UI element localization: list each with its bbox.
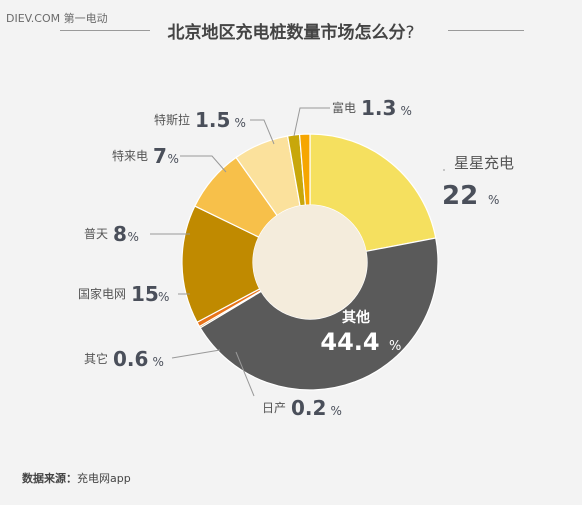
chart-title-text: 北京地区充电桩数量市场怎么分: [167, 23, 406, 43]
data-source-label: 数据来源：: [22, 472, 77, 485]
title-rule-left: [60, 30, 150, 31]
slice-unit-7: %: [235, 116, 246, 130]
chart-title-suffix: ?: [405, 23, 415, 43]
slice-label-1: 其他: [342, 309, 370, 326]
slice-unit-5: %: [128, 230, 139, 244]
slice-label-2: 日产: [262, 401, 286, 415]
slice-value-1: 44.4: [320, 328, 379, 356]
data-source-value: 充电网app: [77, 472, 131, 485]
slice-unit-3: %: [153, 355, 164, 369]
slice-value-2: 0.2: [291, 396, 326, 420]
slice-label-7: 特斯拉: [154, 112, 190, 127]
leader-line-2: [235, 351, 255, 397]
slice-unit-8: %: [401, 104, 412, 118]
slice-unit-2: %: [331, 404, 342, 418]
donut-center: [253, 205, 367, 319]
slice-label-3: 其它: [84, 351, 108, 366]
leader-line-3: [171, 349, 221, 359]
slice-label-6: 特来电: [112, 148, 148, 163]
leader-line-7: [250, 119, 275, 145]
slice-value-8: 1.3: [361, 96, 396, 120]
slice-value-7: 1.5: [195, 108, 230, 132]
slice-label-4: 国家电网: [78, 286, 126, 301]
data-source: 数据来源：充电网app: [22, 470, 131, 486]
slice-unit-1: %: [389, 339, 401, 354]
slice-annotation-5: 普天 8%: [84, 222, 139, 246]
leader-line-8: [293, 107, 330, 137]
slice-value-5: 8: [113, 222, 127, 246]
slice-label-8: 富电: [332, 100, 356, 115]
chart-title: 北京地区充电桩数量市场怎么分?: [0, 18, 582, 43]
slice-unit-4: %: [158, 290, 169, 304]
watermark-source-tag: DIEV.COM 第一电动: [6, 12, 108, 25]
slice-unit-6: %: [168, 152, 179, 166]
slice-value-4: 15: [131, 282, 159, 306]
slice-annotation-8: 富电 1.3%: [332, 96, 412, 120]
slice-unit-0: %: [488, 193, 499, 207]
slice-annotation-7: 特斯拉 1.5%: [154, 108, 246, 132]
slice-value-0: 22: [442, 181, 478, 211]
slice-annotation-4: 国家电网 15%: [78, 282, 169, 306]
title-rule-right: [448, 30, 524, 31]
slice-annotation-6: 特来电 7%: [112, 144, 179, 168]
slice-annotation-2: 日产 0.2%: [262, 396, 342, 420]
slice-label-0: 星星充电: [454, 154, 514, 172]
slice-label-5: 普天: [84, 227, 108, 241]
slice-value-3: 0.6: [113, 347, 148, 371]
leader-line-6: [180, 155, 227, 173]
slice-annotation-3: 其它 0.6%: [84, 347, 164, 371]
slice-value-6: 7: [153, 144, 167, 168]
